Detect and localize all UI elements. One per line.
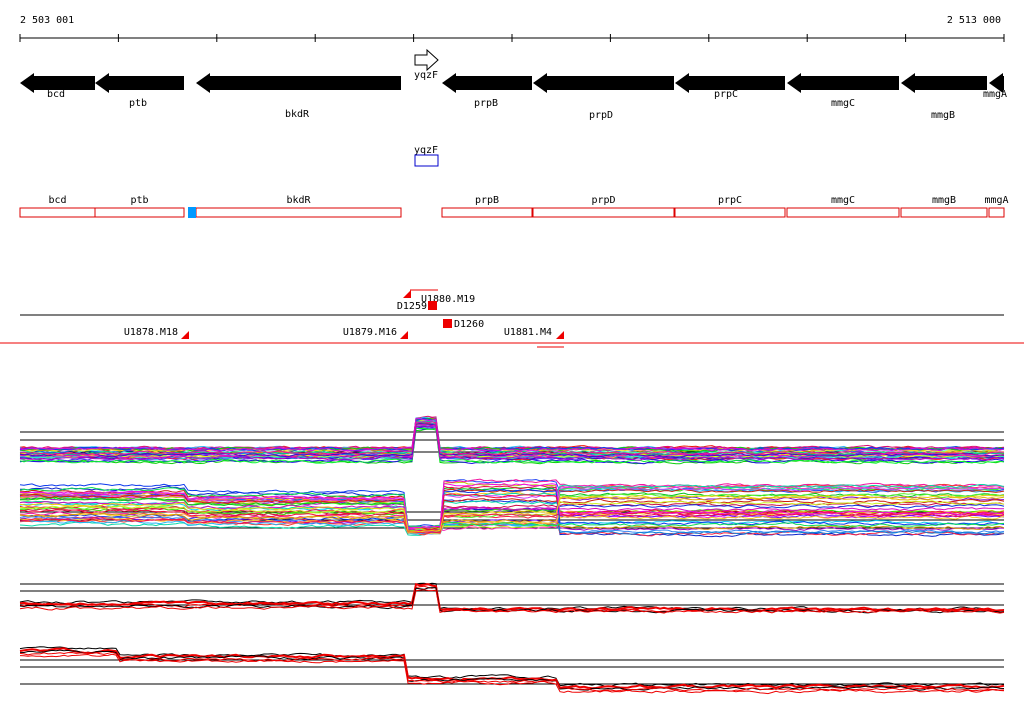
reg-label: U1879.M16: [343, 327, 397, 338]
expression-trace: [19, 488, 1005, 530]
gene-label: prpC: [714, 89, 738, 100]
gene-label: ptb: [129, 98, 147, 109]
reg-flag: [556, 331, 564, 339]
expression-trace: [19, 417, 1005, 452]
expression-trace: [19, 416, 1005, 452]
expression-trace: [19, 653, 1005, 695]
reg-box: [443, 319, 452, 328]
ruler-start: 2 503 001: [20, 15, 74, 26]
transcript-label: mmgB: [932, 195, 956, 206]
expression-trace: [19, 485, 1005, 538]
transcript-label: mmgC: [831, 195, 855, 206]
transcript-label: ptb: [130, 195, 148, 206]
expression-trace: [19, 494, 1005, 533]
gene-arrow: [442, 73, 532, 93]
transcript-box: [786, 207, 900, 218]
gene-label: prpB: [474, 98, 498, 109]
gene-arrow: [989, 73, 1004, 93]
gene-label: prpD: [589, 110, 613, 121]
transcript-box: [195, 207, 402, 218]
expression-trace: [19, 417, 1005, 452]
expression-trace: [19, 417, 1005, 452]
transcript-box: [441, 207, 533, 218]
transcript-label: yqzF: [414, 145, 438, 156]
gene-label: mmgC: [831, 98, 855, 109]
expression-trace: [19, 483, 1005, 528]
transcript-box: [988, 207, 1005, 218]
expression-trace: [19, 487, 1005, 535]
transcript-label: bcd: [48, 195, 66, 206]
expression-trace: [19, 582, 1005, 612]
transcript-label: mmgA: [984, 195, 1008, 206]
expression-trace: [19, 486, 1004, 536]
expression-trace: [19, 421, 1005, 456]
transcript-label: prpC: [718, 195, 742, 206]
gene-arrow: [95, 73, 184, 93]
gene-arrow: [787, 73, 899, 93]
reg-box: [428, 301, 437, 310]
expression-trace: [19, 415, 1005, 451]
expression-trace: [19, 515, 1005, 537]
expression-trace: [19, 417, 1005, 452]
gene-label: mmgB: [931, 110, 955, 121]
gene-label: bkdR: [285, 109, 310, 120]
expression-trace: [19, 646, 1005, 687]
gene-arrow: [196, 73, 401, 93]
expression-trace: [19, 501, 1004, 533]
transcript-box: [674, 207, 786, 218]
expression-trace: [19, 649, 1005, 691]
expression-trace: [19, 486, 1005, 531]
gene-arrow: [414, 48, 439, 72]
gene-arrow: [533, 73, 674, 93]
transcript-box: [19, 207, 96, 218]
expression-trace: [19, 513, 1005, 535]
reg-label: U1880.M19: [421, 294, 475, 305]
site-marker: [188, 207, 196, 218]
gene-arrow: [675, 73, 785, 93]
gene-label: mmgA: [983, 89, 1007, 100]
expression-trace: [19, 486, 1005, 528]
transcript-box: [532, 207, 675, 218]
transcript-box: [94, 207, 185, 218]
reg-label: D1260: [454, 319, 484, 330]
expression-trace: [19, 502, 1005, 532]
expression-trace: [19, 484, 1005, 532]
transcript-label: bkdR: [286, 195, 311, 206]
expression-trace: [19, 425, 1005, 461]
expression-trace: [19, 502, 1004, 532]
reg-flag: [181, 331, 189, 339]
expression-trace: [19, 417, 1005, 452]
reg-flag: [403, 290, 411, 298]
transcript-box: [414, 154, 439, 167]
expression-trace: [19, 647, 1005, 690]
reg-label: D1259: [397, 301, 427, 312]
expression-trace: [19, 651, 1005, 692]
reg-flag: [400, 331, 408, 339]
expression-trace: [19, 483, 1005, 530]
transcript-box: [900, 207, 988, 218]
gene-label: yqzF: [414, 70, 438, 81]
transcript-label: prpB: [475, 195, 499, 206]
gene-label: bcd: [47, 89, 65, 100]
expression-trace: [19, 500, 1005, 530]
expression-trace: [19, 583, 1005, 613]
gene-arrow: [901, 73, 987, 93]
expression-trace: [19, 420, 1005, 456]
reg-label: U1881.M4: [504, 327, 552, 338]
expression-trace: [19, 493, 1005, 533]
expression-trace: [19, 589, 1005, 614]
transcript-label: prpD: [591, 195, 615, 206]
expression-trace: [19, 427, 1005, 464]
ruler-end: 2 513 000: [947, 15, 1001, 26]
gene-arrow: [20, 73, 95, 93]
reg-label: U1878.M18: [124, 327, 178, 338]
